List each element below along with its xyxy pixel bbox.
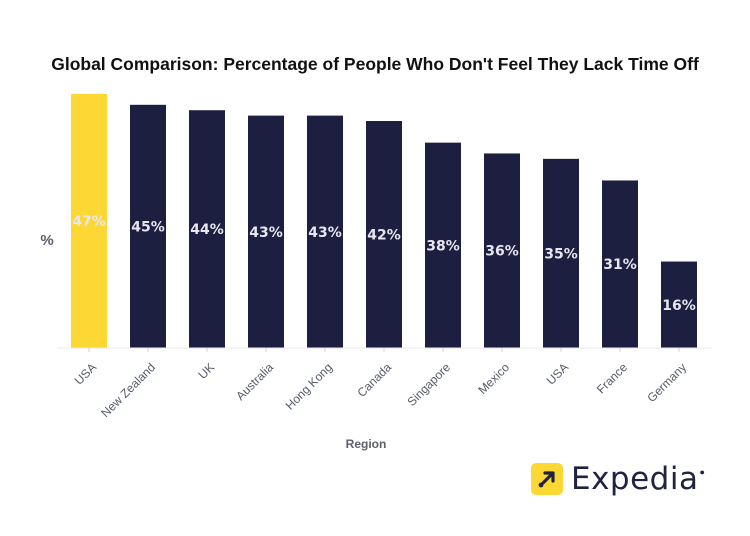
bar-6 xyxy=(366,121,402,349)
x-tick-label: Hong Kong xyxy=(283,360,335,412)
bar-2 xyxy=(130,104,166,349)
x-tick-label: New Zealand xyxy=(98,360,158,420)
bar-value-label: 45% xyxy=(131,219,165,235)
bar-value-label: 16% xyxy=(662,298,696,314)
bar-value-label: 47% xyxy=(72,214,106,230)
bar-value-label: 38% xyxy=(426,238,460,254)
x-tick-label: France xyxy=(594,360,631,397)
bar-value-label: 43% xyxy=(308,225,342,241)
x-tick-label: UK xyxy=(195,360,217,382)
bar-9 xyxy=(543,158,579,348)
x-axis-label: Region xyxy=(346,437,387,451)
bars-layer: 47% 45% 44% 43% 43% 42% 38% 36% 35% 31% 16% xyxy=(71,94,697,349)
ticks-layer: USA New Zealand UK Australia Hong Kong Canada… xyxy=(72,348,689,420)
bar-4 xyxy=(248,115,284,348)
bar-value-label: 35% xyxy=(544,246,578,262)
bar-11 xyxy=(661,261,697,348)
bar-value-label: 44% xyxy=(190,222,224,238)
x-tick-label: Canada xyxy=(354,360,394,400)
chart-title: Global Comparison: Percentage of People … xyxy=(51,54,699,74)
registered-mark-icon: ● xyxy=(699,467,705,477)
x-tick-label: Australia xyxy=(233,360,276,403)
x-tick-label: USA xyxy=(544,360,571,387)
bar-value-label: 42% xyxy=(367,228,401,244)
bar-8 xyxy=(484,153,520,348)
expedia-logo: Expedia ● xyxy=(531,459,705,499)
bar-value-label: 31% xyxy=(603,257,637,273)
x-tick-label: Singapore xyxy=(405,360,454,409)
bar-value-label: 36% xyxy=(485,244,519,260)
bar-1 xyxy=(71,94,107,348)
y-axis-label: % xyxy=(40,232,53,249)
x-tick-label: Mexico xyxy=(475,360,512,397)
bar-5 xyxy=(307,115,343,348)
expedia-arrow-icon xyxy=(531,463,563,495)
bar-7 xyxy=(425,142,461,348)
bar-10 xyxy=(602,180,638,348)
x-tick-label: USA xyxy=(72,360,99,387)
expedia-wordmark: Expedia xyxy=(571,461,699,497)
bar-3 xyxy=(189,110,225,348)
bar-value-label: 43% xyxy=(249,225,283,241)
x-tick-label: Germany xyxy=(644,360,689,405)
